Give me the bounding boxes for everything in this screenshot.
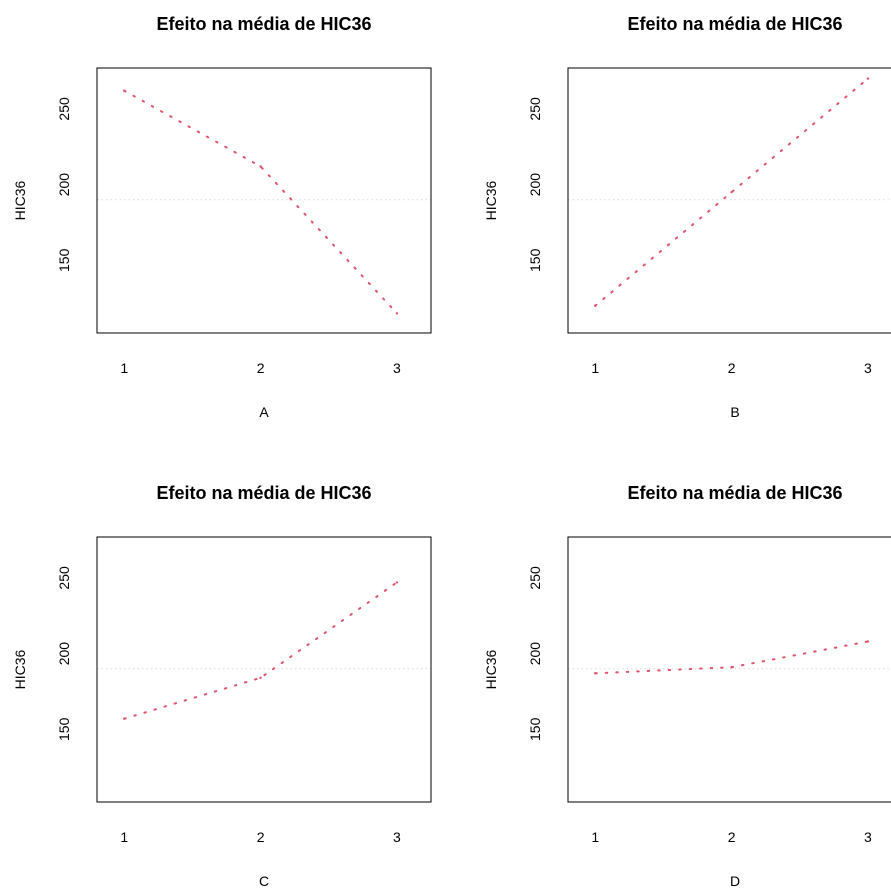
y-tick-label: 200	[56, 642, 72, 666]
effect-point	[730, 666, 733, 669]
x-tick-label: 2	[728, 829, 736, 845]
y-tick-label: 200	[527, 642, 543, 666]
chart-panel-d: Efeito na média de HIC36 1 2 3 150 200 250 D HIC…	[483, 483, 891, 889]
x-axis-label: A	[259, 404, 269, 420]
plot-frame	[96, 67, 432, 334]
y-axis-label: HIC36	[12, 180, 28, 220]
plot-frame	[567, 67, 891, 334]
y-tick-label: 250	[56, 566, 72, 590]
chart-panel-b: Efeito na média de HIC36 1 2 3 150 200 250 B HIC…	[483, 14, 891, 420]
effect-line	[123, 89, 398, 315]
x-tick-label: 2	[728, 360, 736, 376]
x-tick-label: 2	[257, 360, 265, 376]
effect-point	[866, 77, 870, 80]
plot-area	[97, 89, 431, 315]
effect-point	[259, 676, 262, 680]
y-axis-label: HIC36	[483, 649, 499, 689]
plot-area	[568, 77, 891, 307]
x-axis-label: C	[259, 873, 269, 889]
chart-title: Efeito na média de HIC36	[156, 14, 371, 34]
x-tick-label: 1	[591, 829, 599, 845]
x-tick-label: 1	[120, 360, 128, 376]
effect-point	[866, 640, 870, 643]
effect-point	[259, 165, 262, 168]
y-tick-label: 250	[527, 566, 543, 590]
x-tick-label: 1	[591, 360, 599, 376]
y-tick-label: 150	[527, 717, 543, 741]
chart-title: Efeito na média de HIC36	[627, 14, 842, 34]
y-axis-label: HIC36	[483, 180, 499, 220]
effect-point	[594, 304, 597, 307]
x-tick-label: 3	[864, 360, 872, 376]
plot-frame	[567, 536, 891, 803]
effect-line	[123, 581, 398, 720]
y-tick-label: 200	[56, 173, 72, 197]
effect-point	[123, 717, 126, 720]
chart-title: Efeito na média de HIC36	[156, 483, 371, 503]
y-tick-label: 150	[56, 717, 72, 741]
x-axis-label: D	[730, 873, 740, 889]
effect-point	[395, 581, 399, 584]
chart-title: Efeito na média de HIC36	[627, 483, 842, 503]
plot-area	[97, 581, 431, 720]
chart-panel-c: Efeito na média de HIC36 1 2 3 150 200 250 C HIC…	[12, 483, 432, 889]
x-tick-label: 3	[393, 360, 401, 376]
y-tick-label: 150	[527, 248, 543, 272]
x-tick-label: 3	[393, 829, 401, 845]
y-tick-label: 250	[527, 97, 543, 121]
effect-point	[395, 312, 399, 315]
chart-panel-a: Efeito na média de HIC36 1 2 3 150 200 250 A HIC…	[12, 14, 432, 420]
x-tick-label: 2	[257, 829, 265, 845]
effect-point	[730, 190, 733, 194]
effect-line	[594, 77, 869, 307]
y-tick-label: 200	[527, 173, 543, 197]
x-tick-label: 1	[120, 829, 128, 845]
y-tick-label: 150	[56, 248, 72, 272]
x-axis-label: B	[730, 404, 739, 420]
effect-point	[123, 89, 126, 92]
y-tick-label: 250	[56, 97, 72, 121]
y-axis-label: HIC36	[12, 649, 28, 689]
effect-point	[594, 672, 597, 675]
x-tick-label: 3	[864, 829, 872, 845]
plot-frame	[96, 536, 432, 803]
plot-area	[568, 640, 891, 675]
